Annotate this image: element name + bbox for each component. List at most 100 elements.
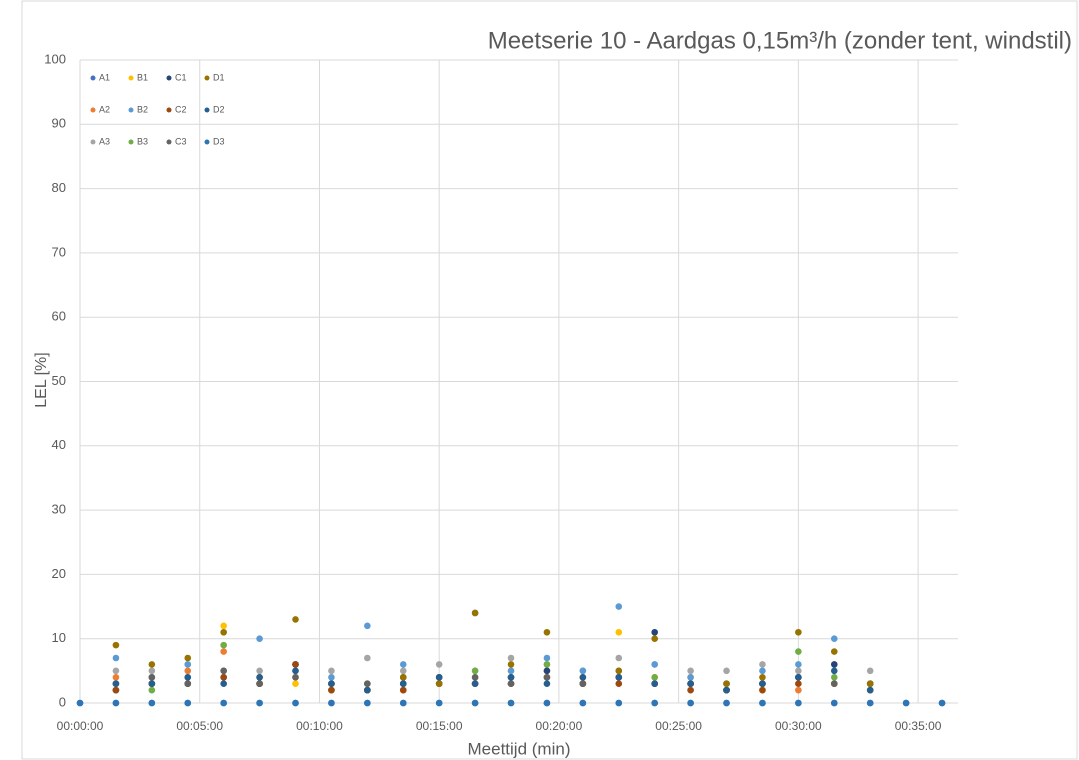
y-tick-label: 50 [52,373,66,388]
data-point [184,654,192,662]
y-tick-label: 40 [52,437,66,452]
data-point [830,661,838,668]
legend-label: A2 [99,104,110,114]
data-point [651,673,658,681]
data-point [830,680,838,688]
data-point [615,673,623,681]
data-point [256,635,263,642]
data-point [543,654,551,662]
y-tick-label: 80 [52,180,66,195]
x-tick-label: 00:20:00 [536,719,583,733]
data-point [399,686,407,694]
data-point [435,661,443,668]
data-point [507,673,515,681]
data-point [220,622,227,630]
data-point [687,667,694,675]
x-tick-label: 00:15:00 [416,719,463,733]
data-point [148,673,156,681]
legend-marker [204,75,210,81]
data-point [435,673,443,681]
y-tick-label: 10 [52,630,66,645]
chart-title: Meetserie 10 - Aardgas 0,15m³/h (zonder … [488,27,1072,54]
data-point [148,680,156,688]
data-point [507,661,515,668]
data-point [184,661,192,668]
data-point [615,654,623,662]
legend-label: D1 [213,72,225,82]
legend-marker [166,75,172,81]
data-point [543,673,551,681]
data-point [256,680,263,688]
data-point [256,667,263,675]
data-point [148,686,156,694]
legend-marker [166,139,172,145]
data-point [615,699,623,707]
y-tick-label: 0 [59,694,66,709]
data-point [723,680,730,688]
data-point [220,648,227,655]
data-point [471,680,479,688]
data-point [328,667,335,675]
data-point [651,635,658,642]
data-point [220,673,227,681]
data-point [112,699,120,707]
data-point [830,648,838,655]
data-point [795,699,802,707]
data-point [651,628,658,636]
data-point [292,673,299,681]
data-point [256,699,263,707]
data-point [256,673,263,681]
data-point [507,654,515,662]
y-tick-label: 90 [52,116,66,131]
data-point [112,680,120,688]
data-point [292,699,299,707]
data-point [328,699,335,707]
data-point [759,673,766,681]
data-point [292,667,299,675]
data-point [615,628,623,636]
data-point [76,699,84,707]
data-point [220,680,227,688]
legend-marker [166,107,172,113]
data-point [579,699,587,707]
data-point [220,628,227,636]
data-point [112,641,120,649]
data-point [507,680,515,688]
data-point [615,667,623,675]
data-point [795,673,802,681]
data-point [759,686,766,694]
data-point [220,667,227,675]
data-point [112,667,120,675]
y-tick-label: 20 [52,566,66,581]
data-point [938,699,946,707]
data-point [651,661,658,668]
data-point [795,648,802,655]
data-point [364,686,371,694]
chart-border [21,0,1078,760]
y-axis-title: LEL [%] [33,352,50,407]
data-point [507,667,515,675]
data-point [615,680,623,688]
data-point [687,673,694,681]
data-point [220,641,227,649]
legend-label: D2 [213,104,225,114]
legend-label: C1 [175,72,187,82]
data-point [184,673,192,681]
data-point [292,616,299,623]
y-tick-label: 70 [52,244,66,259]
data-point [507,699,515,707]
x-tick-label: 00:30:00 [775,719,822,733]
data-point [148,699,156,707]
data-point [795,686,802,694]
data-point [759,667,766,675]
x-axis-title: Meettijd (min) [468,739,571,758]
x-tick-label: 00:35:00 [895,719,942,733]
data-point [543,699,551,707]
data-point [435,680,443,688]
data-point [543,667,551,675]
data-point [364,622,371,630]
y-tick-label: 100 [44,51,66,66]
data-point [543,680,551,688]
data-point [364,654,371,662]
